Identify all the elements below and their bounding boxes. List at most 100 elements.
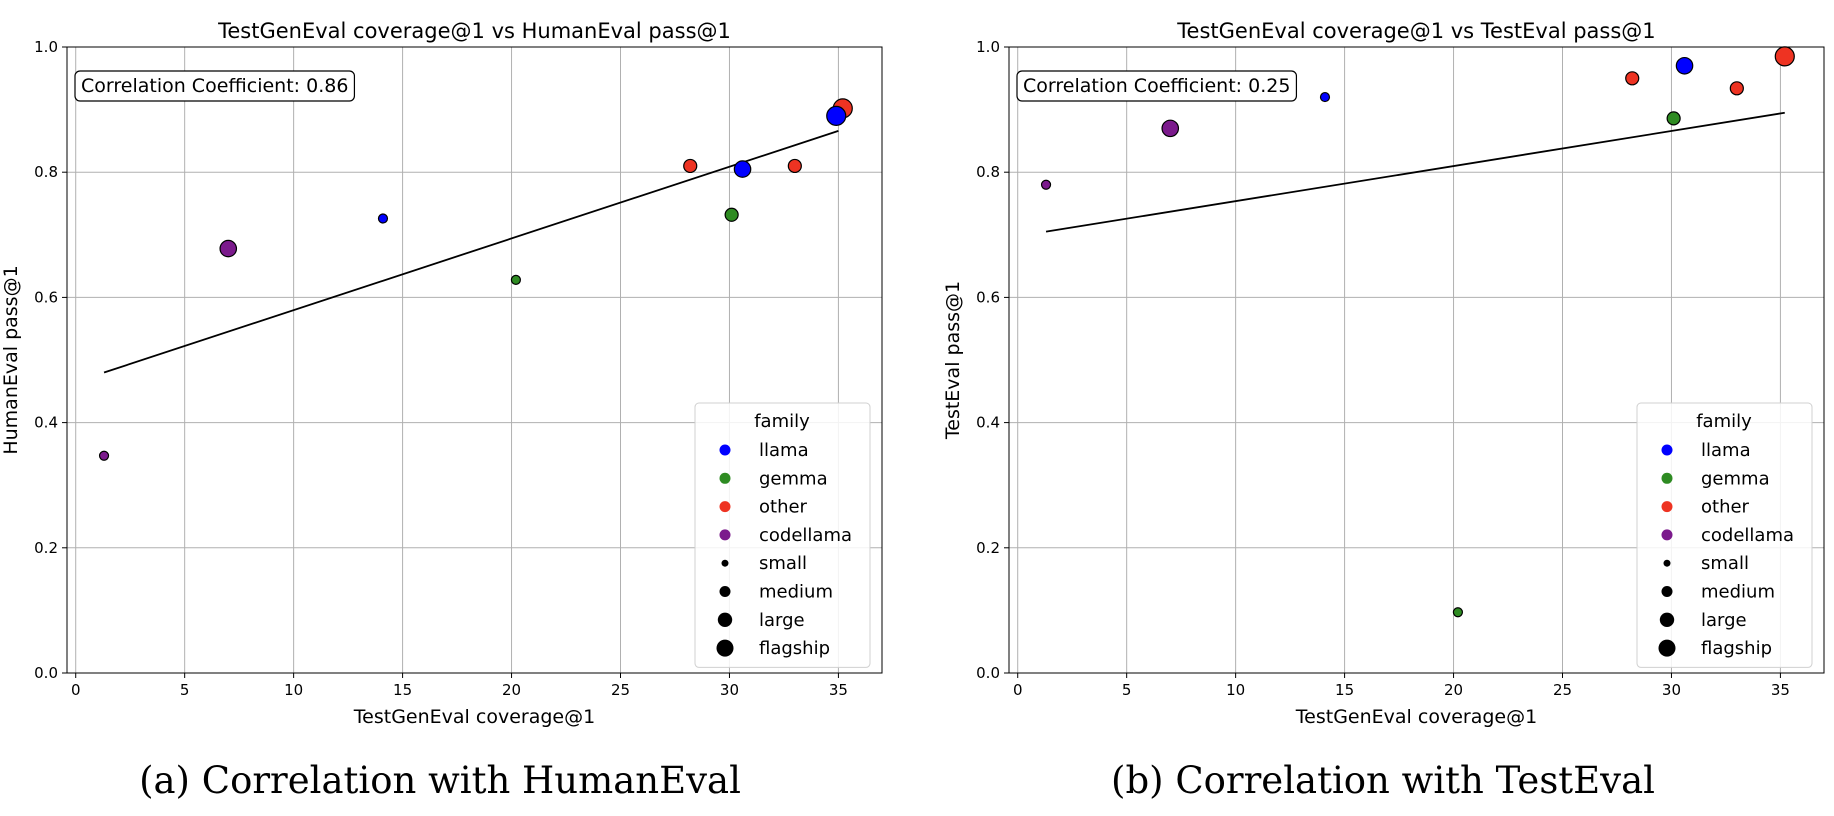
chart-1-xtick-label-7: 35 [829,681,848,699]
chart-2-legend: family llama gemma other codellama small mediu… [1636,402,1813,668]
chart-1-xtick-label-4: 20 [502,681,521,699]
chart-2-trendline [1045,111,1785,233]
chart-1-legend-label-small: small [759,553,807,574]
chart-2-legend-label-llama: llama [1701,440,1751,461]
chart-1-ytick-label-5: 1.0 [34,38,58,56]
chart-2-xtick-label-7: 35 [1771,681,1790,699]
chart-1-legend-title: family [754,411,810,432]
chart-2-point-codellama-small-0 [1040,179,1052,190]
chart-2-point-llama-large-6 [1675,56,1694,75]
chart-2-point-gemma-small-3 [1452,607,1464,618]
chart-1-correlation-annotation: Correlation Coefficient: 0.86 [81,75,348,97]
chart-2-legend-marker-large [1659,612,1675,627]
chart-2-xtick-label-4: 20 [1444,681,1463,699]
chart-1-legend-marker-llama [719,444,731,456]
chart-2-xtick-label-2: 10 [1226,681,1245,699]
chart-2-legend-label-medium: medium [1701,582,1775,603]
chart-2-ytick-label-3: 0.6 [976,288,1000,306]
chart-2-correlation-box [1016,70,1298,102]
chart-1-point-llama-large-6 [733,160,752,178]
chart-1-legend-marker-flagship [716,639,734,657]
chart-2-xtick-label-1: 5 [1122,681,1132,699]
chart-1-point-other-medium-7 [787,158,802,174]
chart-1-legend-label-large: large [759,610,805,631]
chart-1-xtick-label-2: 10 [284,681,303,699]
chart-2-plot-frame [1008,46,1825,674]
chart-1-legend: family llama gemma other codellama small mediu… [694,402,871,668]
chart-1-legend-marker-medium [719,586,731,597]
chart-2: 0 5 10 15 20 25 30 35 0.0 0.2 0.4 0.6 0.8 1.0 TestGenE… [942,19,1825,802]
chart-1-xtick-label-0: 0 [71,681,81,699]
chart-1-ytick-label-0: 0.0 [34,664,58,682]
chart-2-legend-label-gemma: gemma [1701,468,1770,489]
chart-2-ytick-label-4: 0.8 [976,163,1000,181]
chart-2-ytick-label-1: 0.2 [976,539,1000,557]
chart-1-xtick-label-1: 5 [180,681,190,699]
chart-1-legend-marker-other [719,501,731,513]
chart-1-legend-label-other: other [759,497,808,518]
chart-1: 0 5 10 15 20 25 30 35 0.0 0.2 0.4 0.6 0.8 1.0 TestGenE… [0,19,883,802]
chart-2-xlabel: TestGenEval coverage@1 [1295,706,1537,728]
chart-1-xtick-label-3: 15 [393,681,412,699]
chart-1-caption: (a) Correlation with HumanEval [139,759,741,802]
chart-2-legend-marker-medium [1661,586,1673,597]
chart-2-point-gemma-medium-5 [1666,111,1681,126]
chart-2-legend-marker-small [1663,559,1671,567]
chart-1-legend-marker-gemma [719,472,731,484]
chart-2-xtick-label-5: 25 [1553,681,1572,699]
chart-2-caption: (b) Correlation with TestEval [1111,759,1655,802]
chart-2-point-codellama-large-1 [1161,119,1180,138]
chart-1-trendline [103,130,839,374]
chart-1-plot-frame [66,46,883,674]
chart-2-legend-marker-llama [1661,444,1673,456]
chart-1-ytick-label-1: 0.2 [34,539,58,557]
chart-2-legend-marker-other [1661,501,1673,513]
chart-2-ytick-label-5: 1.0 [976,38,1000,56]
chart-2-legend-title: family [1696,411,1752,432]
chart-2-correlation-annotation: Correlation Coefficient: 0.25 [1023,75,1290,97]
chart-1-legend-marker-small [721,559,729,567]
chart-2-point-llama-small-2 [1319,91,1331,103]
chart-1-point-codellama-large-1 [219,239,238,258]
chart-1-point-gemma-medium-5 [724,207,739,222]
chart-1-ytick-label-4: 0.8 [34,163,58,181]
chart-1-point-llama-small-2 [377,213,389,224]
chart-2-legend-frame [1636,402,1813,668]
chart-2-point-other-medium-4 [1625,71,1640,86]
chart-1-xtick-label-5: 25 [611,681,630,699]
chart-1-point-llama-flagship-9 [826,105,847,126]
chart-1-xtick-label-6: 30 [720,681,739,699]
chart-2-legend-label-flagship: flagship [1701,638,1772,659]
chart-1-xlabel: TestGenEval coverage@1 [353,706,595,728]
chart-1-legend-frame [694,402,871,668]
chart-1-legend-marker-large [717,612,733,627]
chart-2-xtick-label-3: 15 [1335,681,1354,699]
chart-1-title: TestGenEval coverage@1 vs HumanEval pass… [217,19,731,43]
chart-2-point-other-medium-7 [1729,81,1744,96]
chart-2-ylabel: TestEval pass@1 [942,281,964,440]
chart-2-ytick-label-2: 0.4 [976,414,1000,432]
chart-1-legend-label-medium: medium [759,582,833,603]
chart-1-point-other-medium-4 [683,158,698,174]
chart-1-legend-label-llama: llama [759,440,809,461]
chart-2-legend-marker-gemma [1661,472,1673,484]
chart-2-ytick-label-0: 0.0 [976,664,1000,682]
chart-2-legend-label-codellama: codellama [1701,525,1794,546]
chart-2-xtick-label-6: 30 [1662,681,1681,699]
chart-2-legend-label-large: large [1701,610,1747,631]
chart-1-point-codellama-small-0 [98,450,110,461]
chart-1-legend-label-gemma: gemma [759,468,828,489]
chart-1-legend-label-codellama: codellama [759,525,852,546]
chart-2-legend-marker-codellama [1661,529,1673,541]
chart-1-ytick-label-2: 0.4 [34,414,58,432]
chart-1-ytick-label-3: 0.6 [34,288,58,306]
chart-1-legend-marker-codellama [719,529,731,541]
chart-1-legend-label-flagship: flagship [759,638,830,659]
chart-2-legend-marker-flagship [1658,639,1676,657]
chart-2-title: TestGenEval coverage@1 vs TestEval pass@… [1176,19,1655,43]
chart-1-ylabel: HumanEval pass@1 [0,265,22,454]
chart-2-point-other-flagship-8 [1774,46,1795,67]
chart-2-xtick-label-0: 0 [1013,681,1023,699]
chart-1-correlation-box [74,70,356,102]
